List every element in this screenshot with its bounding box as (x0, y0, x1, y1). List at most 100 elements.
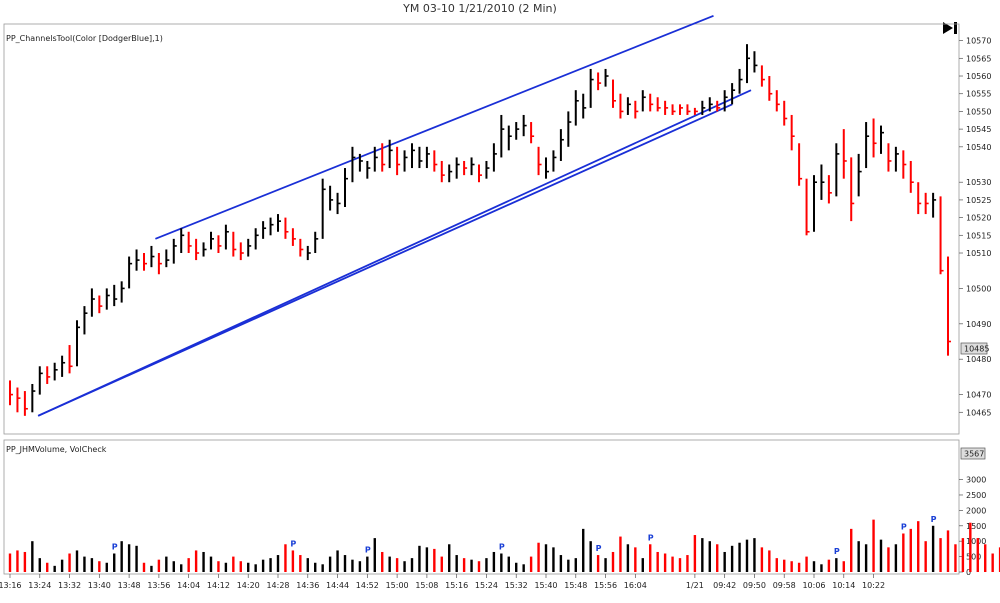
price-bar (872, 118, 877, 158)
play-icon[interactable] (943, 22, 957, 34)
price-bar (187, 231, 192, 254)
time-tick-label: 13:40 (88, 581, 111, 590)
price-bar (760, 65, 765, 87)
time-tick-label: 15:32 (505, 581, 528, 590)
price-bar (731, 83, 736, 105)
volume-tick-label: 500 (966, 553, 981, 562)
time-tick-label: 10:22 (862, 581, 885, 590)
volume-p-label: P (290, 539, 296, 548)
price-bar (314, 231, 319, 254)
price-bar (373, 146, 378, 172)
price-bar (857, 153, 862, 197)
price-bar (530, 122, 535, 144)
price-bar (664, 100, 669, 115)
time-tick-label: 14:28 (266, 581, 289, 590)
last-volume-tag: 3567 (960, 447, 986, 460)
price-bar (180, 228, 185, 254)
price-bar (626, 97, 631, 115)
price-bar (820, 164, 825, 200)
price-bar (31, 383, 36, 413)
channel-lines (37, 15, 752, 417)
time-tick-label: 14:52 (356, 581, 379, 590)
price-bar (381, 143, 386, 172)
price-bar (143, 253, 147, 271)
volume-tick-label: 1500 (966, 522, 986, 531)
price-bar (157, 253, 162, 275)
price-bar (195, 238, 200, 261)
price-bar (783, 100, 788, 126)
channel-line (155, 15, 714, 240)
price-axis: 10465 10470 10480 10490 10500 10510 10515 10520… (959, 37, 991, 417)
price-bar (306, 245, 311, 261)
price-bar (128, 256, 133, 289)
price-bar (589, 68, 594, 108)
volume-tick-label: 0 (966, 568, 971, 577)
time-tick-label: 09:50 (743, 581, 766, 590)
price-bar (507, 125, 512, 151)
price-bar (90, 288, 95, 317)
price-bar (277, 214, 281, 232)
price-bar (351, 146, 356, 183)
volume-axis: 0 500 1000 1500 2000 2500 3000 (959, 476, 986, 577)
time-tick-label: 1/21 (686, 581, 704, 590)
price-bar (23, 391, 28, 416)
price-bar (217, 235, 222, 254)
price-bar (902, 150, 907, 179)
price-bar (656, 97, 661, 112)
price-bar (835, 143, 840, 197)
time-tick-label: 14:44 (326, 581, 349, 590)
price-bar (262, 221, 267, 239)
time-tick-label: 14:12 (207, 581, 230, 590)
price-bar (113, 284, 118, 307)
time-tick-label: 16:04 (624, 581, 647, 590)
price-bar (515, 122, 520, 140)
price-bar (909, 160, 914, 193)
price-bar (46, 366, 51, 384)
price-bar (388, 139, 393, 169)
price-bar (686, 104, 691, 115)
price-bar (537, 146, 542, 176)
price-bar (254, 228, 259, 250)
price-bar (552, 150, 557, 172)
volume-bars: PPPPPPPPPP (8, 515, 1000, 572)
price-tick-label: 10545 (966, 125, 991, 134)
price-bar (485, 160, 490, 179)
time-axis: 13:16 13:24 13:32 13:40 13:48 13:56 14:04 14:12… (0, 574, 885, 590)
price-bar (329, 185, 334, 211)
price-bar (172, 238, 177, 264)
price-bar (16, 387, 21, 413)
price-bar (76, 320, 80, 367)
price-tick-label: 10565 (966, 54, 991, 63)
price-bar (291, 228, 296, 246)
time-tick-label: 15:08 (415, 581, 438, 590)
price-bar (210, 231, 214, 250)
volume-p-label: P (112, 543, 118, 552)
volume-p-label: P (931, 515, 937, 524)
time-tick-label: 13:16 (0, 581, 22, 590)
price-bar (232, 231, 237, 257)
price-bar (366, 160, 371, 179)
price-tick-label: 10520 (966, 214, 991, 223)
price-bar (574, 90, 579, 126)
price-bar (716, 100, 721, 112)
price-bar (545, 157, 549, 179)
volume-p-label: P (648, 533, 654, 542)
price-bar (798, 143, 803, 186)
price-bar (358, 153, 363, 172)
time-tick-label: 10:06 (802, 581, 825, 590)
price-bar (224, 224, 229, 250)
price-bar (894, 146, 899, 172)
last-volume-value: 3567 (964, 450, 984, 459)
volume-panel (3, 439, 960, 575)
price-bar (61, 355, 66, 377)
price-bar (649, 93, 654, 112)
price-bar (500, 114, 505, 158)
volume-tick-label: 1000 (966, 537, 986, 546)
price-bar (723, 90, 728, 112)
price-bar (455, 157, 460, 179)
price-tick-label: 10550 (966, 107, 991, 116)
volume-tick-label: 3000 (966, 476, 986, 485)
price-bar (917, 182, 922, 215)
price-tick-label: 10530 (966, 178, 991, 187)
price-tick-label: 10525 (966, 196, 991, 205)
